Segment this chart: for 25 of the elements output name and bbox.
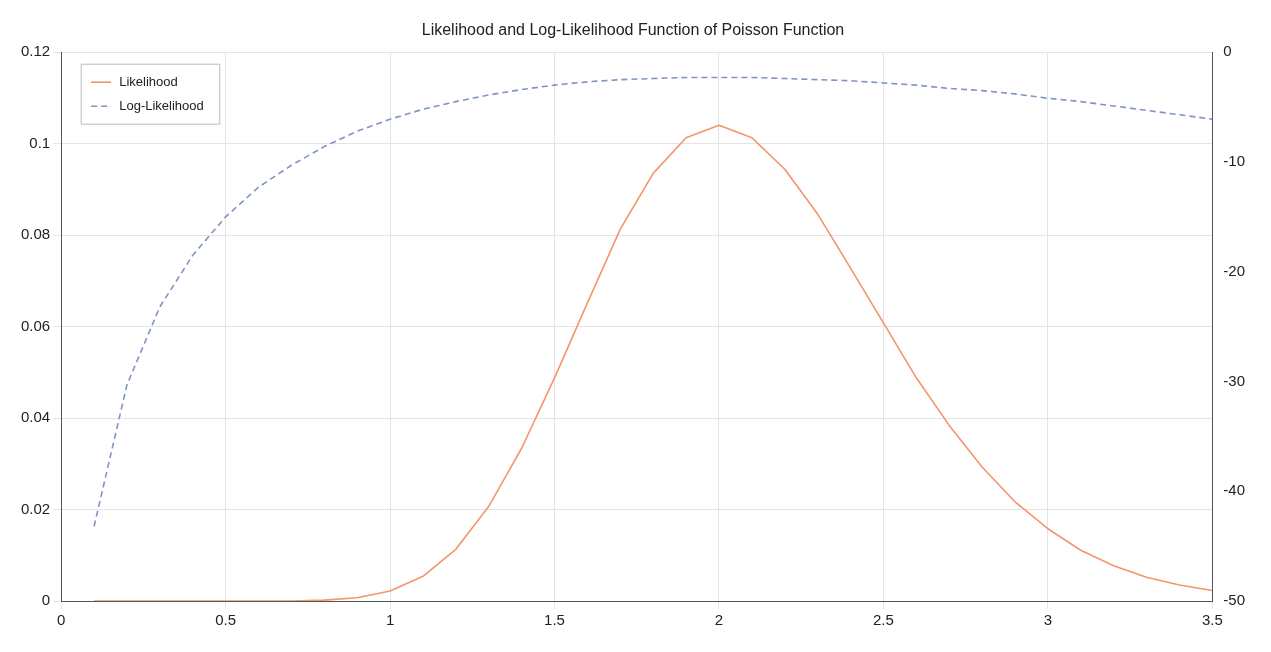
chart-title: Likelihood and Log-Likelihood Function of Poisson Function [421, 21, 845, 39]
x-tick-label: 1 [385, 611, 395, 629]
x-tick-label: 0 [57, 611, 66, 629]
y2-tick-label: -10 [1223, 152, 1246, 170]
y-tick-label: 0.12 [20, 42, 51, 60]
y-tick-label: 0.1 [29, 133, 51, 151]
x-tick-label: 3.5 [1201, 611, 1223, 629]
y-tick-label: 0.06 [20, 316, 51, 334]
x-tick-label: 2.5 [873, 611, 894, 629]
y2-tick-label: -40 [1223, 481, 1246, 499]
legend-label: Likelihood [119, 73, 178, 89]
y2-tick-label: -50 [1223, 591, 1246, 609]
y-tick-label: 0.02 [20, 499, 51, 517]
y-tick-label: 0 [41, 591, 51, 609]
x-tick-label: 3 [1043, 611, 1053, 629]
x-tick-label: 1.5 [544, 611, 565, 629]
line-series [93, 76, 1213, 528]
y-tick-label: 0.08 [20, 225, 51, 243]
y2-tick-label: -20 [1223, 261, 1246, 279]
y2-tick-label: 0 [1223, 42, 1232, 60]
x-tick-label: 2 [714, 611, 724, 629]
legend-label: Log-Likelihood [119, 97, 204, 113]
x-tick-label: 0.5 [215, 611, 237, 629]
y-tick-label: 0.04 [20, 408, 51, 426]
y2-tick-label: -30 [1223, 371, 1246, 389]
